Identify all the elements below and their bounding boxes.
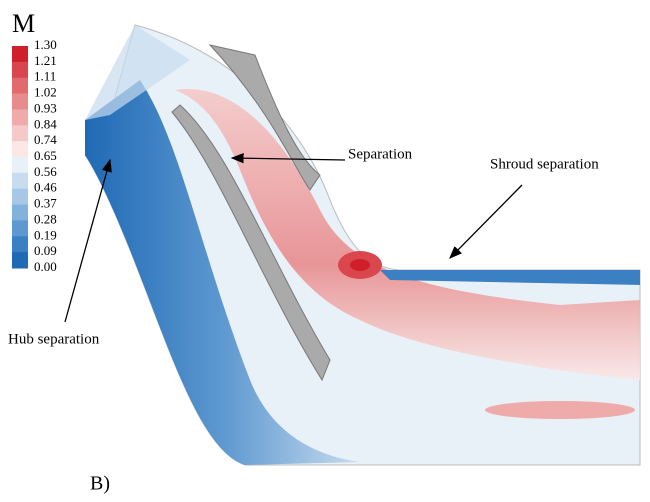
colorbar-label: 0.84: [34, 116, 57, 131]
colorbar-band: [12, 78, 28, 94]
colorbar-label: 0.09: [34, 243, 57, 258]
colorbar-band: [12, 189, 28, 205]
colorbar-label: 0.46: [34, 180, 57, 195]
colorbar-label: 0.74: [34, 132, 57, 147]
colorbar-band: [12, 125, 28, 141]
arrow: [65, 160, 110, 322]
colorbar-label: 1.11: [34, 69, 56, 84]
colorbar-label: 0.00: [34, 259, 57, 274]
arrow: [450, 185, 522, 258]
figure: 1.301.211.111.020.930.840.740.650.560.46…: [0, 0, 650, 502]
annotation: Hub separation: [8, 331, 100, 347]
colorbar-band: [12, 173, 28, 189]
colorbar: 1.301.211.111.020.930.840.740.650.560.46…: [12, 37, 57, 274]
colorbar-label: 0.28: [34, 211, 57, 226]
colorbar-band: [12, 220, 28, 236]
colorbar-label: 0.65: [34, 148, 57, 163]
colorbar-label: 0.37: [34, 196, 57, 211]
colorbar-label: 0.93: [34, 100, 57, 115]
colorbar-label: 1.02: [34, 85, 57, 100]
colorbar-band: [12, 205, 28, 221]
colorbar-band: [12, 141, 28, 157]
annotation: Shroud separation: [490, 156, 599, 172]
colorbar-band: [12, 236, 28, 252]
colorbar-band: [12, 252, 28, 268]
annotation: Separation: [348, 146, 413, 162]
colorbar-band: [12, 62, 28, 78]
colorbar-band: [12, 157, 28, 173]
colorbar-label: 0.56: [34, 164, 57, 179]
colorbar-band: [12, 109, 28, 125]
colorbar-band: [12, 94, 28, 110]
colorbar-label: 1.21: [34, 53, 57, 68]
panel-label: B): [90, 473, 110, 495]
colorbar-label: 0.19: [34, 227, 57, 242]
flow-domain: [85, 25, 640, 465]
colorbar-label: 1.30: [34, 37, 57, 52]
colorbar-band: [12, 46, 28, 62]
colorbar-title: M: [12, 9, 35, 38]
